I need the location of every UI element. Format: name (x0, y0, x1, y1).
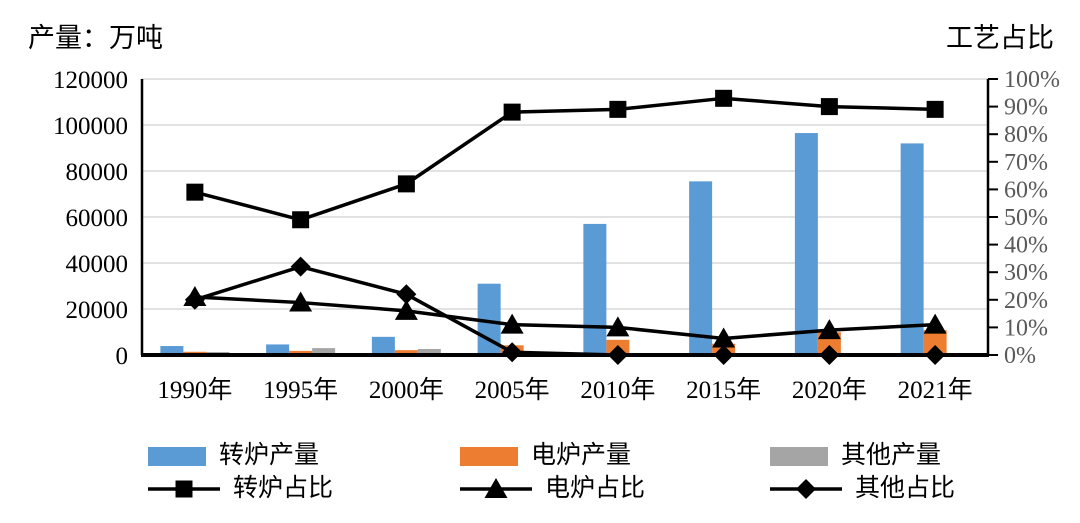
bar-converter-production (583, 223, 607, 355)
legend-item-converter-production: 转炉产量 (148, 443, 460, 469)
left-tick-label: 40000 (66, 251, 129, 278)
bar-other-production (417, 349, 441, 355)
legend-item-eaf-production: 电炉产量 (460, 443, 770, 469)
bar-eaf-production (923, 330, 947, 355)
marker-other-share (713, 345, 734, 365)
legend-swatch-converter-production (148, 446, 206, 466)
marker-converter-share (503, 103, 521, 121)
marker-other-share (819, 345, 840, 365)
marker-other-share (290, 256, 311, 277)
marker-eaf-share (923, 313, 947, 334)
right-tick-label: 30% (1004, 260, 1048, 286)
line-eaf-share (194, 295, 936, 341)
line-converter-share (194, 96, 936, 222)
legend-item-eaf-share: 电炉占比 (460, 476, 770, 502)
marker-other-share (502, 342, 523, 363)
right-tick-label: 90% (1004, 95, 1048, 121)
legend-marker-eaf-share (484, 478, 508, 498)
right-tick-label: 50% (1004, 205, 1048, 231)
x-tick-label: 2021年 (898, 376, 973, 404)
bar-converter-production (794, 133, 818, 355)
bar-converter-production (266, 344, 290, 355)
legend-item-converter-share: 转炉占比 (148, 476, 460, 502)
marker-other-share (396, 284, 417, 305)
legend-label-eaf-share: 电炉占比 (545, 475, 646, 502)
right-tick-label: 0% (1004, 343, 1036, 369)
marker-converter-share (820, 98, 838, 116)
marker-eaf-share (394, 299, 418, 320)
left-tick-label: 100000 (53, 113, 128, 140)
combo-chart: 0%10%20%30%40%50%60%70%80%90%100% 0 20000 4… (53, 67, 1060, 404)
legend-marker-other-share (796, 479, 816, 499)
x-tick-label: 1995年 (263, 376, 338, 404)
legend-line-sample-converter-share (148, 480, 220, 498)
marker-converter-share (926, 100, 944, 118)
legend-label-converter-share: 转炉占比 (233, 475, 334, 502)
marker-other-share (184, 289, 205, 310)
left-axis-title: 产量：万吨 (28, 23, 163, 53)
marker-converter-share (397, 175, 415, 193)
legend-item-other-share: 其他占比 (770, 476, 955, 502)
right-tick-label: 100% (1004, 67, 1060, 93)
left-tick-label: 20000 (66, 297, 129, 324)
legend-marker-converter-share (175, 480, 193, 498)
left-tick-label: 80000 (66, 159, 129, 186)
legend-swatch-eaf-production (460, 446, 518, 466)
marker-eaf-share (606, 316, 630, 337)
x-tick-label: 1990年 (157, 376, 232, 404)
bar-eaf-production (394, 350, 418, 355)
legend-swatch-other-production (770, 446, 828, 466)
right-tick-label: 60% (1004, 177, 1048, 203)
chart-legend: 转炉产量 电炉产量 其他产量转炉占比 电炉占比 其他占比 (148, 443, 955, 502)
marker-eaf-share (289, 291, 313, 312)
bar-converter-production (689, 181, 713, 355)
bar-converter-production (160, 346, 184, 355)
marker-eaf-share (712, 327, 736, 348)
bar-eaf-production (289, 350, 313, 355)
x-tick-label: 2015年 (686, 376, 761, 404)
bar-other-production (312, 348, 336, 355)
marker-other-share (607, 345, 628, 365)
legend-line-sample-other-share (770, 479, 842, 499)
left-tick-label: 0 (116, 343, 129, 370)
marker-converter-share (715, 89, 733, 107)
marker-eaf-share (500, 313, 524, 334)
right-axis-title: 工艺占比 (946, 23, 1054, 53)
legend-label-other-production: 其他产量 (841, 442, 942, 469)
marker-converter-share (292, 211, 310, 229)
left-tick-label: 60000 (66, 205, 129, 232)
right-tick-label: 20% (1004, 288, 1048, 314)
right-tick-label: 10% (1004, 315, 1048, 341)
legend-line-sample-eaf-share (460, 478, 532, 498)
marker-eaf-share (817, 319, 841, 340)
marker-other-share (925, 345, 946, 365)
line-other-share (194, 264, 936, 357)
x-tick-label: 2005年 (475, 376, 550, 404)
right-tick-label: 70% (1004, 150, 1048, 176)
x-tick-label: 2000年 (369, 376, 444, 404)
bar-converter-production (371, 336, 395, 355)
legend-label-other-share: 其他占比 (855, 475, 956, 502)
bar-converter-production (900, 143, 924, 355)
x-tick-label: 2010年 (580, 376, 655, 404)
legend-label-converter-production: 转炉产量 (219, 442, 320, 469)
right-tick-label: 80% (1004, 122, 1048, 148)
left-tick-label: 120000 (53, 67, 128, 94)
right-tick-label: 40% (1004, 233, 1048, 259)
legend-label-eaf-production: 电炉产量 (531, 442, 632, 469)
legend-item-other-production: 其他产量 (770, 443, 955, 469)
x-tick-label: 2020年 (792, 376, 867, 404)
marker-converter-share (186, 183, 204, 201)
marker-converter-share (609, 100, 627, 118)
